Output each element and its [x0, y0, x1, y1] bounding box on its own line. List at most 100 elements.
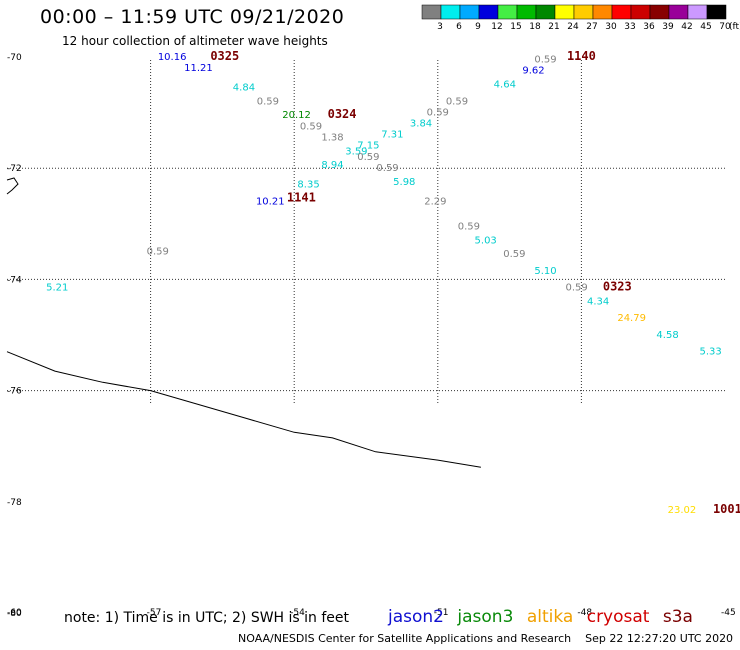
lat-tick-label: -72 [7, 164, 22, 174]
color-swatch [668, 4, 689, 20]
coastline [6, 177, 481, 468]
wave-height-value: 8.94 [321, 160, 343, 171]
wave-height-value: 0.59 [565, 283, 587, 294]
color-swatch [573, 4, 594, 20]
wave-height-value: 5.98 [393, 177, 415, 188]
color-scale-tick: 33 [624, 22, 635, 32]
color-scale-tick: 6 [456, 22, 462, 32]
wave-height-value: 9.62 [522, 66, 544, 77]
sat-jason3: jason3 [457, 607, 514, 627]
color-scale-tick: 36 [643, 22, 655, 32]
color-scale-unit: (ft) [729, 22, 740, 32]
coastline-fragment [6, 177, 19, 195]
pass-time-label: 1141 [287, 191, 316, 205]
color-swatch [440, 4, 461, 20]
wave-height-value: 0.59 [503, 249, 525, 260]
wave-height-value: 10.21 [256, 196, 285, 207]
pass-time-label: 0324 [328, 107, 357, 121]
color-scale-tick: 12 [491, 22, 502, 32]
pass-time-label: 1140 [567, 49, 596, 63]
color-scale-tick: 30 [605, 22, 617, 32]
color-swatch [478, 4, 499, 20]
lat-tick-label: -74 [7, 275, 22, 285]
color-swatch [497, 4, 518, 20]
sat-cryosat: cryosat [586, 607, 650, 627]
color-scale-tick: 70 [719, 22, 731, 32]
wave-height-value: 24.79 [617, 313, 646, 324]
wave-height-value: 4.34 [587, 296, 609, 307]
wave-height-value: 3.59 [345, 146, 367, 157]
pass-time-label: 0323 [603, 280, 632, 294]
color-swatch [687, 4, 708, 20]
lon-tick-label: -48 [577, 608, 592, 618]
color-swatch [459, 4, 480, 20]
pass-time-labels: 0325 0324 1141 1140 0323 1001 [210, 49, 740, 516]
wave-height-value: 8.35 [297, 180, 319, 191]
wave-height-value: 4.64 [494, 80, 516, 91]
wave-height-value: 0.59 [147, 246, 169, 257]
wave-height-value: 7.31 [381, 130, 403, 141]
wave-height-value: 5.03 [475, 235, 497, 246]
wave-height-value: 7.15 [357, 141, 379, 152]
color-scale-tick: 39 [662, 22, 674, 32]
wave-height-value: 4.58 [656, 330, 678, 341]
color-scale-tick: 15 [510, 22, 521, 32]
wave-height-value: 20.12 [282, 110, 311, 121]
color-scale-tick: 18 [529, 22, 541, 32]
color-scale-tick: 21 [548, 22, 559, 32]
sat-s3a: s3a [662, 607, 693, 627]
axis-tick-labels: -70 -72 -74 -76 -78 -80-60 -57 -54 -51 -48 -45 [7, 53, 736, 619]
pass-time-label: 0325 [210, 49, 239, 63]
color-scale-tick: 3 [437, 22, 443, 32]
color-swatch [630, 4, 651, 20]
wave-height-value: 5.10 [534, 266, 556, 277]
color-scale-tick: 42 [681, 22, 692, 32]
lat-tick-label: -78 [7, 498, 22, 508]
wave-height-value: 0.59 [300, 121, 322, 132]
color-swatch [706, 4, 727, 20]
lat-tick-label: -70 [7, 53, 22, 63]
color-scale-tick: 24 [567, 22, 579, 32]
wave-height-value: 1.38 [321, 132, 343, 143]
chart-title: 00:00 – 11:59 UTC 09/21/2020 [40, 6, 345, 28]
wave-height-value: 5.33 [700, 346, 722, 357]
lon-tick-label: -60 [7, 608, 22, 618]
wave-height-value: 0.59 [376, 163, 398, 174]
render-timestamp: Sep 22 12:27:20 UTC 2020 [585, 632, 734, 645]
wave-height-value: 0.59 [257, 96, 279, 107]
footnote: note: 1) Time is in UTC; 2) SWH is in fe… [64, 610, 350, 626]
wave-height-value: 4.84 [233, 82, 255, 93]
sat-jason2: jason2 [388, 607, 444, 627]
color-scale-tick: 27 [586, 22, 597, 32]
credit-text: NOAA/NESDIS Center for Satellite Applica… [238, 632, 572, 645]
wave-height-value: 0.59 [458, 221, 480, 232]
wave-height-value: 2.29 [424, 196, 446, 207]
color-scale-tick: 9 [475, 22, 481, 32]
chart-subtitle: 12 hour collection of altimeter wave hei… [62, 34, 328, 48]
wave-height-value: 3.84 [410, 119, 432, 130]
lon-tick-label: -45 [721, 608, 736, 618]
satellite-legend: jason2 jason3 altika cryosat s3a [388, 607, 701, 627]
lat-tick-label: -76 [7, 387, 22, 397]
lon-tick-label: -57 [147, 608, 162, 618]
pass-time-label: 1001 [713, 502, 740, 516]
wave-height-value: 5.21 [46, 283, 68, 294]
wave-height-value: 23.02 [668, 505, 697, 516]
wave-height-value: 0.59 [427, 107, 449, 118]
sat-altika: altika [526, 607, 574, 627]
color-swatch [611, 4, 632, 20]
lat-tick-label: -80 [7, 609, 22, 619]
color-swatch [516, 4, 537, 20]
coastline-path [6, 351, 481, 468]
color-swatch [554, 4, 575, 20]
wave-height-value: 10.16 [158, 52, 187, 63]
color-swatch [421, 4, 442, 20]
credit-line: NOAA/NESDIS Center for Satellite Applica… [238, 632, 733, 645]
color-swatch [649, 4, 670, 20]
color-scale-tick: 45 [700, 22, 711, 32]
wave-height-observations: 10.1611.214.840.5920.120.591.383.590.590… [46, 52, 722, 516]
wave-height-value: 0.59 [446, 96, 468, 107]
wave-height-value: 0.59 [357, 152, 379, 163]
